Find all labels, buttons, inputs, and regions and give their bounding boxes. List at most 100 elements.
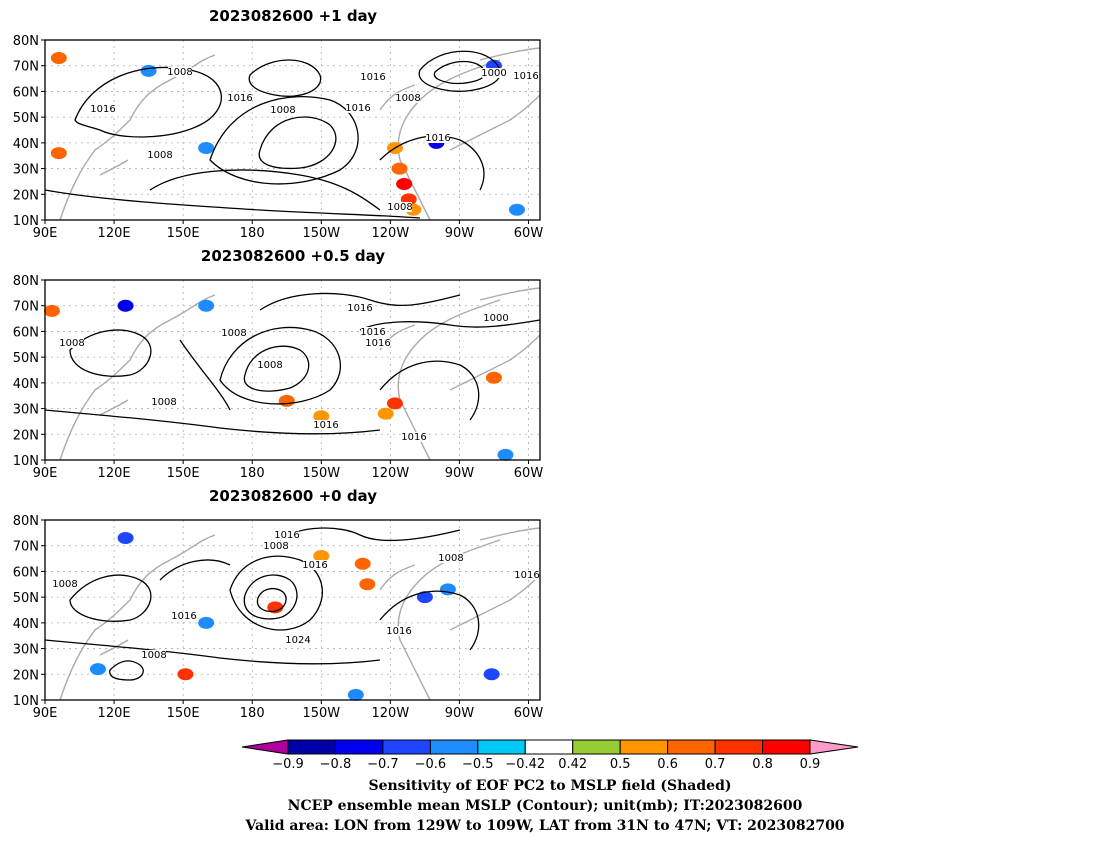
contour-label-bg [264,541,288,551]
colorbar-tick-label: −0.9 [272,757,304,772]
coastline [449,334,541,391]
contour-label: 1016 [513,71,538,82]
lat-tick-label: 10N [13,694,39,709]
sensitivity-shading [485,371,502,384]
map-background [45,40,540,220]
contour-label-bg [142,650,166,660]
sensitivity-shading [508,203,525,216]
contour-label-bg [388,202,412,212]
lon-tick-label: 90W [445,226,475,240]
contour-label-bg [314,420,338,430]
contour-label: 1008 [52,579,77,590]
contour-label: 1008 [270,105,295,116]
mslp-contour [44,189,421,219]
contour-label-bg [396,93,420,103]
caption-line-2: NCEP ensemble mean MSLP (Contour); unit(… [288,798,803,814]
mslp-contour [229,555,323,631]
colorbar-tick-label: −0.42 [505,757,545,772]
mslp-contour [109,660,144,681]
contour-label: 1016 [345,103,370,114]
sensitivity-shading [43,304,60,317]
coastline [479,47,541,61]
colorbar-svg: −0.9 −0.8 −0.7 −0.6 −0.5 −0.42 0.42 0.5 0.6 0.7 0.… [241,739,859,834]
mslp-contour [279,527,461,542]
sensitivity-shading [117,532,134,544]
contour-label: 1016 [90,104,115,115]
contour-label: 1016 [347,303,372,314]
contour-label-bg [426,133,450,143]
contour-label-bg [484,313,508,323]
contour-label-bg [387,626,411,636]
sensitivity-shading [198,299,215,312]
coastline [379,564,416,591]
mslp-contour [44,409,381,435]
lat-tick-label: 60N [13,325,39,340]
colorbar-box [429,739,479,755]
lat-tick-label: 40N [13,137,39,152]
coastline [449,94,541,151]
map-frame [44,279,541,461]
coastline [397,299,501,461]
mslp-contour [433,60,486,85]
panel-title: 2023082600 +0.5 day [201,247,385,265]
map-frame [44,39,541,221]
sensitivity-shading [391,162,408,175]
contour-label: 1016 [401,432,426,443]
lat-tick-label: 80N [13,34,39,49]
lat-tick-label: 10N [13,454,39,469]
lat-tick-label: 20N [13,668,39,683]
colorbar-box [334,739,384,755]
map-svg: 2023082600 +0 day 1016100810161008100810… [13,487,544,720]
mslp-contour [243,574,298,620]
contour-label: 1016 [302,560,327,571]
sensitivity-shading [177,668,194,681]
coastline [479,287,541,301]
colorbar-tick-label: −0.7 [367,757,399,772]
lon-tick-label: 120W [372,706,410,720]
contour-label-bg [91,104,115,114]
sensitivity-shading [117,299,134,312]
contour-label-bg [286,635,310,645]
lat-tick-label: 70N [13,60,39,75]
contour-label-bg [348,303,372,313]
colorbar-tick-label: −0.5 [462,757,494,772]
lon-tick-label: 150W [302,226,340,240]
sensitivity-shading [396,178,413,190]
lon-tick-label: 120W [372,226,410,240]
contour-label-bg [152,397,176,407]
caption-line-1: Sensitivity of EOF PC2 to MSLP field (Sh… [368,778,731,794]
colorbar-box [714,739,764,755]
contour-label-bg [361,72,385,82]
contour-label: 1008 [151,397,176,408]
sensitivity-shading [313,550,330,562]
mslp-contour [256,587,287,613]
colorbar-tick-label: −0.6 [415,757,447,772]
contour-label: 1008 [167,67,192,78]
contour-label: 1000 [483,313,508,324]
contour-label-bg [222,328,246,338]
colorbar-box [619,739,669,755]
colorbar-box [287,739,336,755]
contour-label-bg [60,338,84,348]
mslp-contour [379,135,485,191]
mslp-contour [209,95,359,185]
lon-tick-label: 180 [240,226,265,240]
contour-label: 1016 [365,338,390,349]
contour-label: 1016 [425,133,450,144]
lon-tick-label: 90E [33,706,58,720]
map-background [45,520,540,700]
contour-label: 1008 [263,541,288,552]
mslp-contour [149,169,381,211]
contour-label-bg [168,67,192,77]
lat-tick-label: 10N [13,214,39,229]
contour-label-bg [53,579,77,589]
sensitivity-shading [359,578,376,591]
lat-tick-label: 20N [13,188,39,203]
mslp-contour [69,574,152,622]
lon-tick-label: 150E [167,466,200,480]
colorbar-box [524,739,574,755]
mslp-contour [359,319,541,331]
mslp-contour [219,326,341,405]
lat-tick-label: 50N [13,111,39,126]
sensitivity-shading [50,52,67,64]
